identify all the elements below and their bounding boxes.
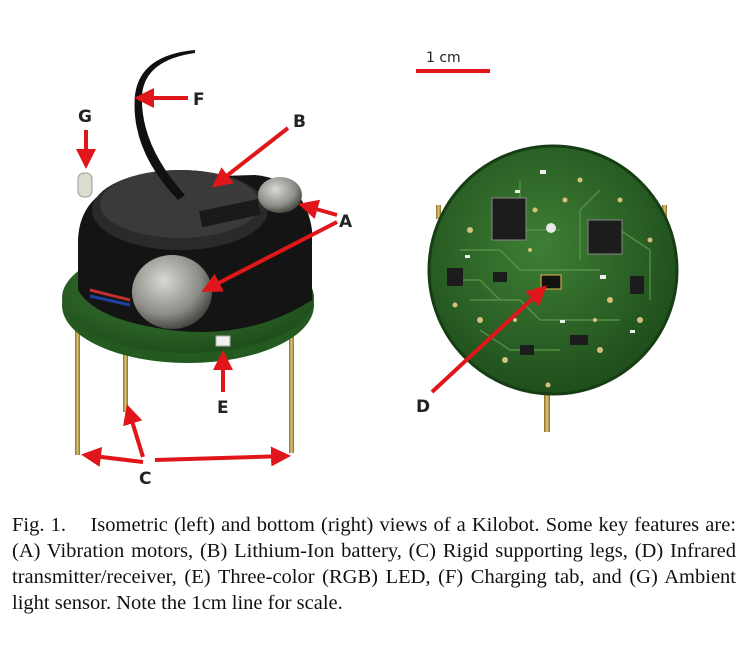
caption-text: Isometric (left) and bottom (right) view… <box>12 514 736 614</box>
arrow-c-2 <box>123 404 145 458</box>
leg-right <box>289 335 294 453</box>
scale-bar-label: 1 cm <box>426 50 461 66</box>
chip-1 <box>491 197 527 241</box>
label-d: D <box>416 397 430 417</box>
bottom-leg <box>544 382 550 432</box>
vibration-motor-rear <box>258 177 302 213</box>
figure-caption: Fig. 1. Isometric (left) and bottom (rig… <box>12 512 736 616</box>
arrow-a-2 <box>201 220 338 292</box>
ir-transceiver <box>540 274 562 290</box>
isometric-view: G F B A E C <box>62 50 353 489</box>
arrow-d <box>430 285 547 394</box>
label-b: B <box>293 112 306 132</box>
label-e: E <box>217 398 229 418</box>
leg-middle <box>123 352 128 412</box>
rgb-led <box>215 335 231 347</box>
arrow-a-1 <box>298 199 338 220</box>
bottom-view: 1 cm <box>416 50 679 432</box>
charging-tab <box>134 50 195 200</box>
label-g: G <box>78 107 92 127</box>
leg-left <box>75 330 80 455</box>
arrow-c-1 <box>81 446 144 467</box>
ambient-light-sensor <box>77 172 93 198</box>
label-a: A <box>339 212 353 232</box>
label-f: F <box>193 90 205 110</box>
arrow-c-3 <box>154 446 291 467</box>
figure-image: G F B A E C 1 cm <box>62 50 679 489</box>
chip-2 <box>587 219 623 255</box>
label-c: C <box>139 469 151 489</box>
caption-lead: Fig. 1. <box>12 514 66 536</box>
vibration-motor-front <box>132 255 212 329</box>
arrow-b <box>211 126 290 188</box>
